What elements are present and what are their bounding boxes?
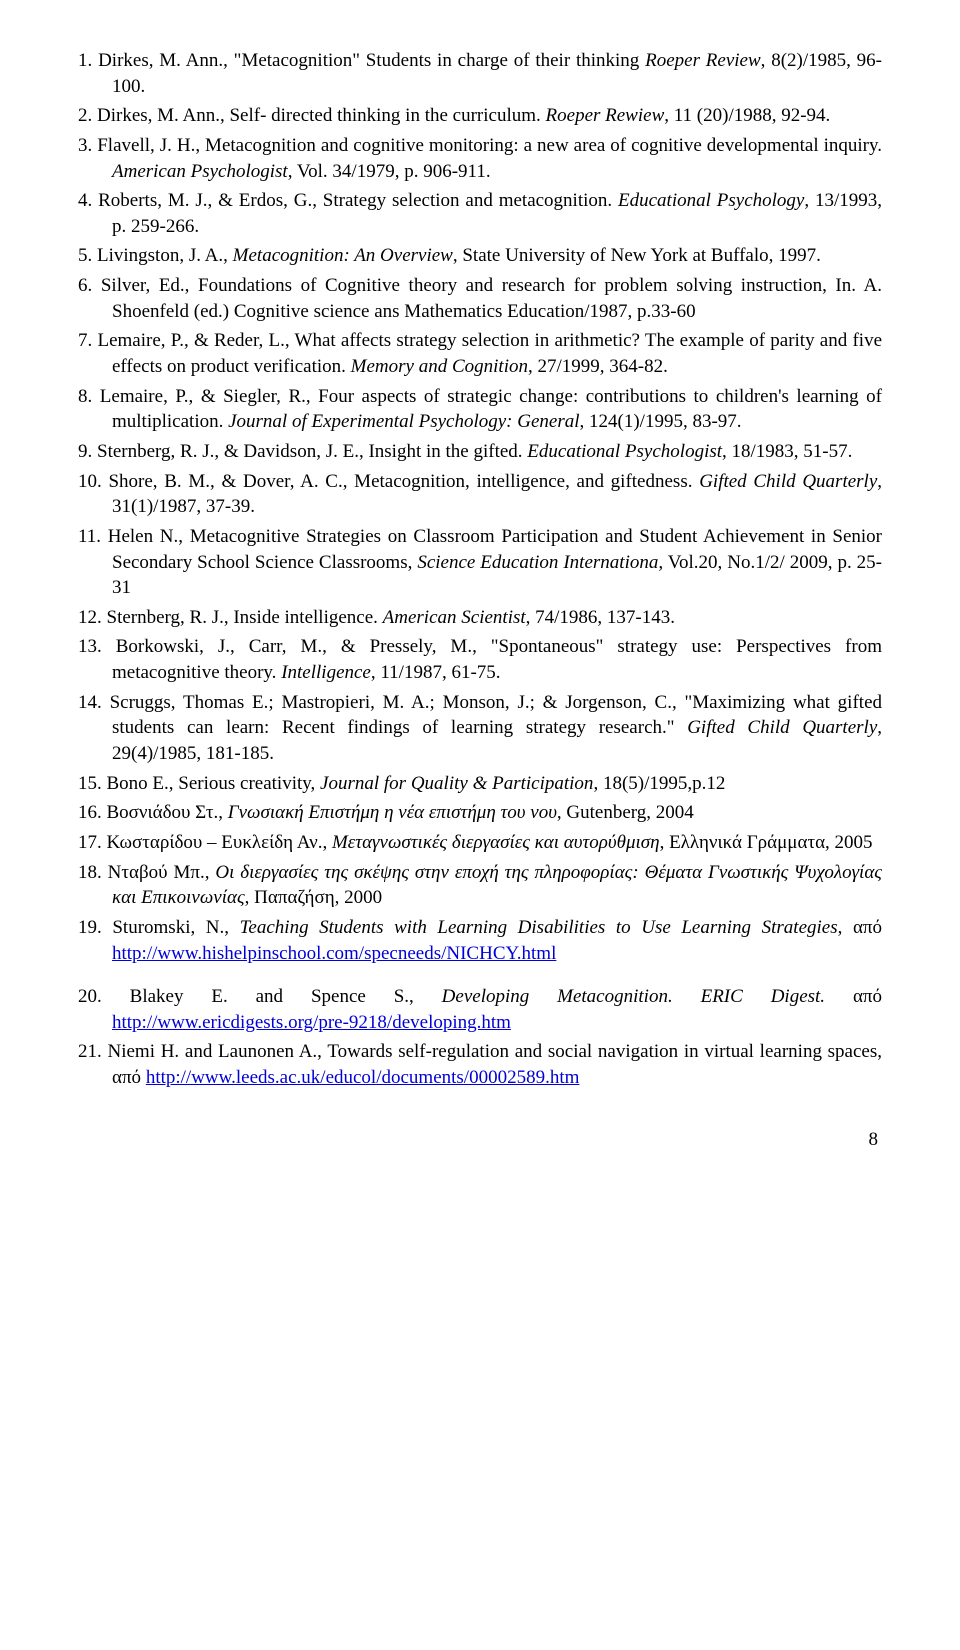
reference-text: , 18/1983, 51-57. [722, 441, 852, 462]
reference-text: Shore, B. M., & Dover, A. C., Metacognit… [108, 471, 699, 492]
reference-text-italic: Μεταγνωστικές διεργασίες και αυτορύθμιση [332, 832, 660, 853]
reference-item: 4. Roberts, M. J., & Erdos, G., Strategy… [78, 188, 882, 239]
reference-text-italic: Science Education Internationa, [417, 552, 663, 573]
reference-text: , 18(5)/1995,p.12 [593, 773, 725, 794]
reference-text: Silver, Ed., Foundations of Cognitive th… [101, 275, 882, 322]
reference-item: 11. Helen N., Metacognitive Strategies o… [78, 524, 882, 601]
reference-item: 21. Niemi H. and Launonen A., Towards se… [78, 1039, 882, 1090]
reference-item: 13. Borkowski, J., Carr, M., & Pressely,… [78, 634, 882, 685]
reference-item: 19. Sturomski, N., Teaching Students wit… [78, 915, 882, 966]
reference-text-italic: Roeper Rewiew [546, 105, 665, 126]
reference-number: 13. [78, 636, 116, 657]
reference-text-italic: Memory and Cognition [351, 356, 528, 377]
reference-item: 15. Bono E., Serious creativity, Journal… [78, 771, 882, 797]
reference-text: Bono E., Serious creativity, [107, 773, 321, 794]
reference-item: 1. Dirkes, M. Ann., "Metacognition" Stud… [78, 48, 882, 99]
reference-item: 6. Silver, Ed., Foundations of Cognitive… [78, 273, 882, 324]
reference-text: , Ελληνικά Γράμματα, 2005 [660, 832, 873, 853]
reference-text: , από [838, 917, 882, 938]
reference-text-italic: Gifted Child Quarterly [699, 471, 877, 492]
reference-number: 3. [78, 135, 97, 156]
reference-text-italic: Teaching Students with Learning Disabili… [240, 917, 838, 938]
reference-list: 1. Dirkes, M. Ann., "Metacognition" Stud… [78, 48, 882, 1091]
reference-number: 19. [78, 917, 112, 938]
reference-text: Βοσνιάδου Στ., [107, 802, 228, 823]
reference-number: 21. [78, 1041, 107, 1062]
reference-text: , 27/1999, 364-82. [528, 356, 668, 377]
reference-number: 14. [78, 692, 110, 713]
reference-number: 7. [78, 330, 97, 351]
reference-text: από [825, 986, 882, 1007]
reference-text: , 74/1986, 137-143. [526, 607, 675, 628]
reference-text: , Vol. 34/1979, p. 906-911. [288, 161, 491, 182]
reference-item: 10. Shore, B. M., & Dover, A. C., Metaco… [78, 469, 882, 520]
reference-text-italic: Roeper Review [645, 50, 761, 71]
reference-item: 3. Flavell, J. H., Metacognition and cog… [78, 133, 882, 184]
reference-text: Blakey E. and Spence S., [130, 986, 442, 1007]
reference-item: 18. Νταβού Μπ., Οι διεργασίες της σκέψης… [78, 860, 882, 911]
reference-link[interactable]: http://www.leeds.ac.uk/educol/documents/… [146, 1067, 580, 1088]
reference-item: 14. Scruggs, Thomas E.; Mastropieri, M. … [78, 690, 882, 767]
reference-text: , Gutenberg, 2004 [557, 802, 694, 823]
reference-number: 16. [78, 802, 107, 823]
reference-number: 5. [78, 245, 97, 266]
reference-text: Livingston, J. A., [97, 245, 233, 266]
reference-text: , State University of New York at Buffal… [453, 245, 821, 266]
reference-text: , 124(1)/1995, 83-97. [580, 411, 742, 432]
reference-text-italic: Journal of Experimental Psychology: Gene… [228, 411, 579, 432]
reference-text-italic: American Scientist [383, 607, 526, 628]
reference-text-italic: Educational Psychologist [527, 441, 722, 462]
reference-text: , 11 (20)/1988, 92-94. [664, 105, 830, 126]
reference-text: Sternberg, R. J., Inside intelligence. [107, 607, 383, 628]
page-number: 8 [78, 1127, 882, 1153]
reference-text: Νταβού Μπ., [108, 862, 216, 883]
reference-number: 17. [78, 832, 107, 853]
reference-text-italic: Γνωσιακή Επιστήμη η νέα επιστήμη του νου [228, 802, 557, 823]
reference-number: 6. [78, 275, 101, 296]
reference-number: 11. [78, 526, 108, 547]
reference-text-italic: Developing Metacognition. ERIC Digest. [442, 986, 825, 1007]
reference-item: 16. Βοσνιάδου Στ., Γνωσιακή Επιστήμη η ν… [78, 800, 882, 826]
reference-text: Dirkes, M. Ann., Self- directed thinking… [97, 105, 546, 126]
reference-text: Sturomski, N., [112, 917, 239, 938]
reference-text-italic: Οι διεργασίες της σκέψης στην εποχή της … [112, 862, 882, 909]
reference-item: 7. Lemaire, P., & Reder, L., What affect… [78, 328, 882, 379]
reference-number: 9. [78, 441, 97, 462]
reference-number: 1. [78, 50, 98, 71]
reference-text: Sternberg, R. J., & Davidson, J. E., Ins… [97, 441, 527, 462]
reference-number: 4. [78, 190, 98, 211]
reference-number: 15. [78, 773, 107, 794]
reference-number: 8. [78, 386, 100, 407]
reference-number: 2. [78, 105, 97, 126]
reference-item: 2. Dirkes, M. Ann., Self- directed think… [78, 103, 882, 129]
reference-number: 12. [78, 607, 107, 628]
reference-item: 5. Livingston, J. A., Metacognition: An … [78, 243, 882, 269]
reference-text-italic: Intelligence [281, 662, 371, 683]
reference-item: 20. Blakey E. and Spence S., Developing … [78, 984, 882, 1035]
reference-text: Dirkes, M. Ann., "Metacognition" Student… [98, 50, 645, 71]
reference-text: , 11/1987, 61-75. [371, 662, 501, 683]
reference-link[interactable]: http://www.hishelpinschool.com/specneeds… [112, 943, 556, 964]
reference-number: 20. [78, 986, 130, 1007]
reference-item: 17. Κωσταρίδου – Ευκλείδη Αν., Μεταγνωστ… [78, 830, 882, 856]
reference-text-italic: Metacognition: An Overview [233, 245, 453, 266]
reference-text: Roberts, M. J., & Erdos, G., Strategy se… [98, 190, 618, 211]
reference-text-italic: Educational Psychology [618, 190, 804, 211]
reference-number: 18. [78, 862, 108, 883]
reference-text-italic: Gifted Child Quarterly [687, 717, 877, 738]
reference-link[interactable]: http://www.ericdigests.org/pre-9218/deve… [112, 1012, 511, 1033]
reference-text-italic: American Psychologist [112, 161, 288, 182]
reference-text: Flavell, J. H., Metacognition and cognit… [97, 135, 882, 156]
reference-text: , Παπαζήση, 2000 [245, 887, 382, 908]
reference-item: 12. Sternberg, R. J., Inside intelligenc… [78, 605, 882, 631]
reference-text-italic: Journal for Quality & Participation [320, 773, 593, 794]
reference-number: 10. [78, 471, 108, 492]
reference-text: Κωσταρίδου – Ευκλείδη Αν., [107, 832, 332, 853]
reference-item: 9. Sternberg, R. J., & Davidson, J. E., … [78, 439, 882, 465]
reference-item: 8. Lemaire, P., & Siegler, R., Four aspe… [78, 384, 882, 435]
